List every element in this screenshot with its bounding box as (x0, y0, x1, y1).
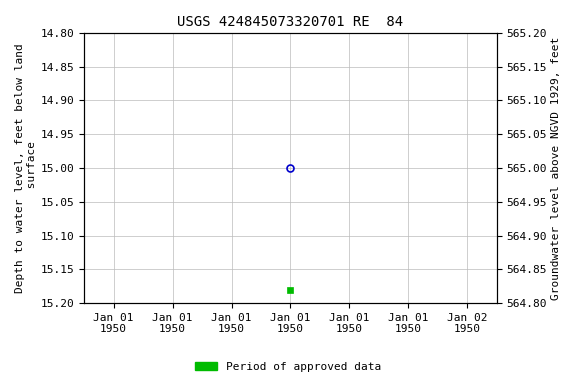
Title: USGS 424845073320701 RE  84: USGS 424845073320701 RE 84 (177, 15, 403, 29)
Y-axis label: Groundwater level above NGVD 1929, feet: Groundwater level above NGVD 1929, feet (551, 36, 561, 300)
Y-axis label: Depth to water level, feet below land
 surface: Depth to water level, feet below land su… (15, 43, 37, 293)
Legend: Period of approved data: Period of approved data (191, 358, 385, 377)
